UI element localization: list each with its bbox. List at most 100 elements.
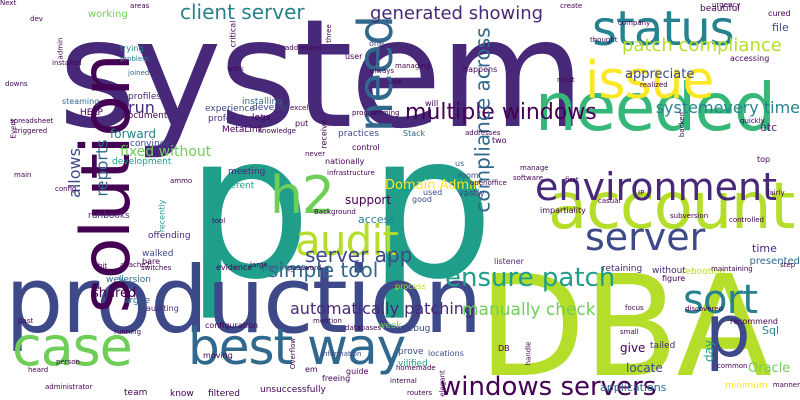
word-guide: guide [346, 367, 369, 376]
word-software: software [513, 174, 544, 182]
word-internal: internal [390, 377, 417, 385]
word-sql: Sql [762, 324, 780, 337]
word-main: main [14, 171, 32, 179]
word-know: know [170, 389, 194, 399]
word-client-server: client server [180, 0, 305, 24]
word-event: Event [9, 118, 18, 139]
word-infrastructure: infrastructure [327, 169, 375, 177]
word-logs: logs [252, 113, 271, 123]
word-without: without [652, 266, 686, 276]
word-p-p: p p [185, 91, 494, 324]
word-step: step [780, 261, 796, 269]
word-working: working [88, 9, 128, 20]
word-oracle: Oracle [748, 361, 791, 376]
word-create: create [560, 2, 583, 10]
word-sort: sort [683, 277, 758, 323]
word-case: case [12, 315, 133, 378]
word-simple-tool: simple tool [268, 258, 379, 282]
word-critical: critical [228, 20, 238, 48]
word-recommend: recommend [730, 317, 778, 326]
word-h2: h2 [270, 166, 335, 226]
word-always: always [370, 67, 395, 75]
word-fairly: fairly [767, 189, 785, 197]
word-realized: realized [640, 81, 668, 89]
word-multiple-windows: multiple windows [405, 100, 597, 125]
word-evidence: evidence [216, 263, 253, 272]
word-running: running [114, 328, 142, 336]
word-user: user [345, 52, 363, 61]
word-well: well [106, 275, 124, 285]
word-time: time [752, 242, 777, 255]
word-etc: etc [760, 121, 778, 134]
word-will: will [425, 99, 439, 108]
word-top: top [757, 155, 771, 164]
word-windows-servers: windows servers [440, 372, 657, 400]
word-beautiful: beautiful [700, 4, 740, 14]
word-openoffice: openoffice [470, 179, 507, 187]
word-version: version [118, 275, 151, 285]
word-addresses: addresses [465, 129, 501, 137]
word-urgency: urgency [712, 1, 741, 9]
word-document: document [122, 111, 168, 121]
word-admin: admin [56, 37, 65, 60]
word-domain-admin: Domain Admin [385, 178, 482, 193]
word-ip: IP [638, 189, 645, 197]
word-accessing: accessing [730, 54, 770, 63]
word-three: three [324, 24, 333, 43]
word-p: p [705, 289, 751, 373]
word-common: common [717, 362, 748, 370]
word-manner: manner [772, 381, 800, 389]
word-convince: convince [130, 139, 171, 149]
word-dev: dev [30, 15, 43, 23]
word-receive: receive [319, 119, 329, 149]
word-team: team [124, 388, 148, 398]
word-next: Next [0, 0, 17, 7]
word-em: em [305, 365, 318, 374]
word-different: different [216, 181, 255, 191]
word-work: work [227, 65, 244, 73]
word-status: status [592, 1, 735, 57]
word-presented: presented [749, 256, 800, 267]
word-good: good [412, 195, 432, 204]
word-issue: issue [585, 51, 714, 111]
word-prove: prove [398, 347, 424, 357]
word-impartiality: impartiality [540, 206, 586, 215]
word-steaming: steaming [62, 97, 100, 106]
word-installing: installing [242, 97, 283, 107]
word-put: put [295, 119, 309, 128]
word-metalink: MetaLink [222, 125, 263, 135]
word-appreciate: appreciate [625, 67, 695, 82]
word-development: development [112, 157, 172, 167]
word-areas: areas [130, 2, 150, 10]
word-ammo: ammo [170, 177, 193, 185]
word-applications: applications [600, 381, 667, 394]
word-company: company [618, 19, 651, 27]
word-production: production [5, 247, 482, 354]
word-room: room [458, 171, 479, 180]
word-manually-check: manually check [462, 300, 596, 320]
word-password: password [288, 264, 322, 272]
word-server-app: server app [305, 243, 413, 267]
word-routers: routers [407, 389, 433, 397]
word-support: support [345, 193, 392, 207]
word-controlled: controlled [729, 216, 764, 224]
word-ensure-patch: ensure patch [445, 263, 616, 293]
word-maintaining: maintaining [711, 265, 753, 273]
word-offending: offending [148, 231, 191, 241]
word-figure: figure [662, 274, 686, 283]
word-homemade: homemade [396, 364, 436, 372]
word-forward: forward [110, 127, 157, 141]
word-trying: trying [120, 44, 144, 53]
word-give: give [620, 341, 646, 355]
word-two: two [492, 136, 507, 145]
word-problem: problem [120, 55, 149, 63]
word-dba: DBA [478, 246, 772, 400]
word-switches: switches [141, 264, 172, 272]
word-information: information [321, 350, 362, 358]
word-spreadsheet: spreadsheet [10, 117, 54, 125]
word-knowledge: knowledge [258, 127, 296, 135]
word-never: never [305, 150, 326, 158]
word-shared: shared [92, 286, 137, 301]
word-server: server [585, 215, 706, 259]
